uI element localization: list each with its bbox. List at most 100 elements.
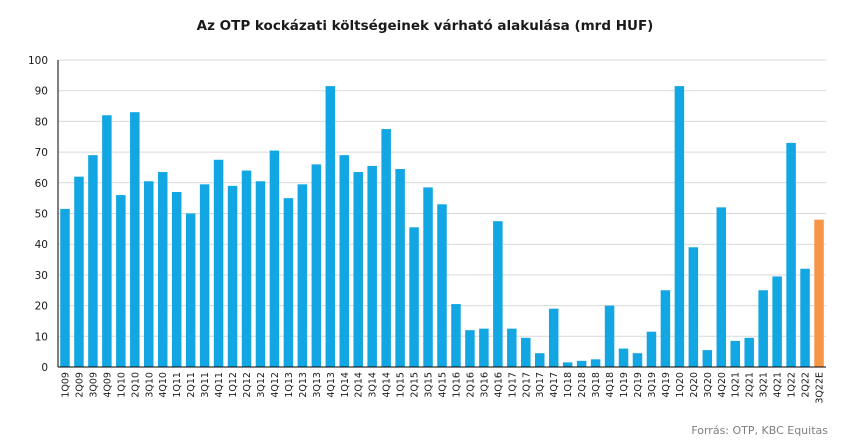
- y-tick-label: 80: [35, 116, 48, 128]
- y-tick-label: 20: [35, 301, 48, 313]
- x-tick-label: 3Q11: [200, 372, 211, 398]
- x-tick-label: 3Q12: [256, 372, 267, 398]
- bar-4Q09: [102, 115, 112, 367]
- bar-2Q15: [409, 227, 419, 367]
- bar-1Q18: [562, 362, 573, 367]
- x-tick-label: 3Q17: [535, 372, 546, 398]
- bar-2Q18: [576, 360, 587, 367]
- bar-3Q20: [702, 350, 713, 367]
- x-tick-labels: 1Q09 2Q09 3Q09 4Q09 1Q10 2Q10 3Q10 4Q10 1Q11 2Q11…: [60, 372, 825, 404]
- x-tick-label: 4Q12: [270, 372, 281, 398]
- bar-1Q21: [730, 340, 740, 367]
- x-tick-label: 2Q10: [130, 372, 141, 398]
- x-tick-label: 2Q14: [354, 372, 365, 398]
- bar-1Q13: [283, 198, 294, 367]
- axes: [57, 60, 826, 368]
- x-tick-label: 4Q09: [102, 372, 113, 398]
- x-tick-label: 2Q21: [745, 372, 756, 398]
- x-tick-label: 2Q18: [577, 372, 588, 398]
- x-tick-label: 4Q16: [493, 372, 504, 398]
- x-tick-label: 4Q13: [326, 372, 337, 398]
- bar-4Q17: [548, 308, 559, 367]
- bar-1Q20: [674, 86, 685, 367]
- x-tick-label: 3Q15: [424, 372, 435, 398]
- x-tick-label: 3Q18: [591, 372, 602, 398]
- bar-3Q09: [88, 155, 98, 367]
- bar-4Q11: [213, 159, 224, 367]
- bar-4Q13: [325, 86, 336, 367]
- x-tick-label: 4Q21: [773, 372, 784, 398]
- x-tick-label: 2Q13: [298, 372, 309, 398]
- y-tick-label: 0: [41, 362, 48, 374]
- bar-2Q12: [241, 170, 252, 367]
- x-tick-label: 1Q09: [60, 372, 71, 398]
- bar-1Q11: [171, 192, 182, 367]
- x-tick-label: 3Q22E: [815, 372, 826, 404]
- x-tick-label: 4Q19: [661, 372, 672, 398]
- bar-2Q13: [297, 184, 308, 367]
- x-tick-label: 1Q16: [451, 372, 462, 398]
- bar-2Q17: [521, 337, 531, 367]
- bar-1Q22: [786, 142, 796, 367]
- y-tick-label: 100: [28, 55, 48, 67]
- bar-2Q22: [800, 268, 810, 367]
- x-tick-label: 3Q19: [647, 372, 658, 398]
- x-tick-label: 3Q13: [312, 372, 323, 398]
- x-tick-label: 2Q19: [633, 372, 644, 398]
- x-tick-label: 4Q15: [438, 372, 449, 398]
- x-tick-label: 2Q15: [410, 372, 421, 398]
- bar-4Q12: [269, 150, 280, 367]
- bar-3Q12: [255, 181, 266, 367]
- x-tick-label: 2Q20: [689, 372, 700, 398]
- x-tick-label: 1Q11: [172, 372, 183, 398]
- bar-4Q10: [157, 172, 168, 367]
- x-tick-label: 3Q14: [368, 372, 379, 398]
- bar-4Q19: [660, 290, 671, 367]
- bar-2Q20: [688, 247, 699, 367]
- bar-1Q09: [60, 208, 70, 367]
- bar-4Q21: [772, 276, 782, 367]
- y-tick-label: 30: [35, 270, 48, 282]
- y-tick-label: 10: [35, 331, 48, 343]
- x-tick-label: 1Q21: [731, 372, 742, 398]
- x-tick-label: 1Q18: [563, 372, 574, 398]
- bar-2Q09: [74, 176, 84, 367]
- x-tick-label: 1Q10: [116, 372, 127, 398]
- x-tick-label: 3Q09: [88, 372, 99, 398]
- bar-4Q15: [437, 204, 447, 367]
- bar-4Q18: [604, 305, 615, 367]
- x-tick-label: 1Q13: [284, 372, 295, 398]
- bar-3Q10: [144, 181, 154, 367]
- y-tick-label: 70: [35, 147, 48, 159]
- bar-2Q14: [353, 172, 363, 367]
- bar-3Q17: [534, 353, 545, 367]
- bar-1Q10: [116, 195, 126, 367]
- bar-1Q17: [507, 328, 517, 367]
- x-tick-label: 2Q11: [186, 372, 197, 398]
- bar-3Q21: [758, 290, 768, 367]
- x-tick-label: 4Q10: [158, 372, 169, 398]
- x-tick-label: 2Q22: [801, 372, 812, 398]
- y-tick-label: 90: [35, 86, 48, 98]
- x-tick-label: 1Q20: [675, 372, 686, 398]
- bar-2Q11: [185, 213, 196, 367]
- bar-3Q14: [367, 165, 377, 367]
- bar-3Q16: [479, 328, 489, 367]
- bar-3Q13: [311, 164, 322, 367]
- x-tick-label: 2Q16: [465, 372, 476, 398]
- bar-3Q18: [590, 359, 601, 367]
- x-tick-label: 1Q17: [507, 372, 518, 398]
- bar-1Q16: [451, 304, 461, 367]
- x-tick-label: 1Q22: [787, 372, 798, 398]
- x-tick-label: 4Q14: [382, 372, 393, 398]
- y-tick-label: 40: [35, 239, 48, 251]
- bar-2Q16: [465, 330, 475, 367]
- x-tick-label: 4Q17: [549, 372, 560, 398]
- x-tick-label: 3Q20: [703, 372, 714, 398]
- bar-4Q20: [716, 207, 727, 367]
- x-tick-label: 2Q09: [74, 372, 85, 398]
- chart-title: Az OTP kockázati költségeinek várható al…: [196, 18, 654, 34]
- bar-2Q19: [632, 353, 643, 367]
- x-tick-label: 2Q17: [521, 372, 532, 398]
